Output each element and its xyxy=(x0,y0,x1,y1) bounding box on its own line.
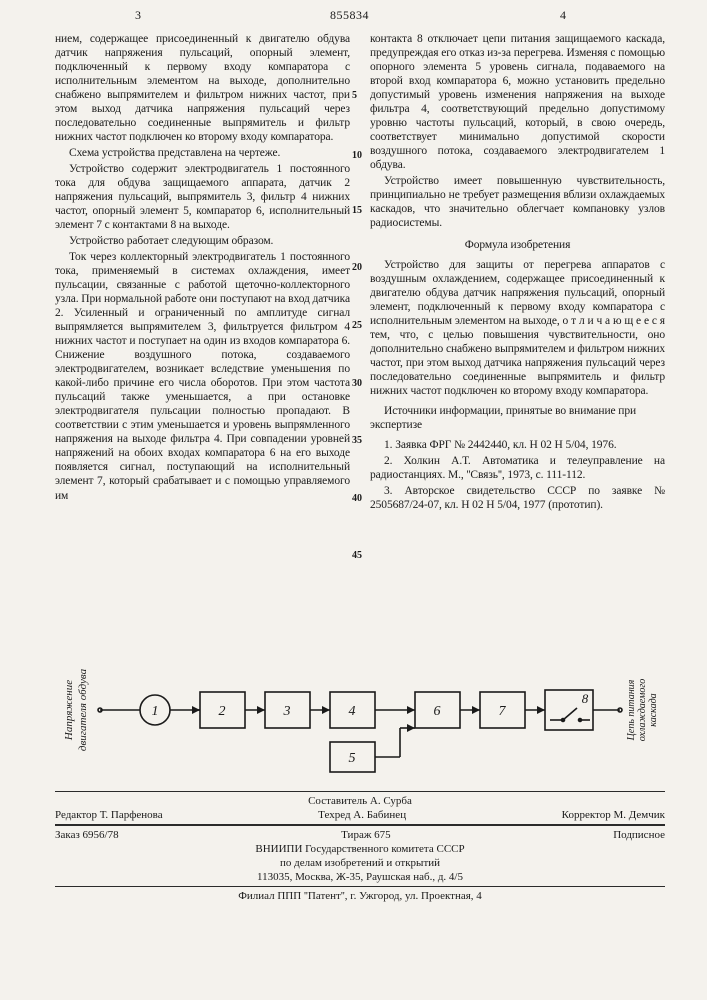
text-columns: нием, содержащее присоединенный к двигат… xyxy=(55,32,665,515)
block-label: 2 xyxy=(219,704,226,719)
block-label: 8 xyxy=(582,691,589,706)
circuit-diagram: 1 2 3 4 6 7 xyxy=(60,660,660,775)
diagram-left-label: двигателя обдува xyxy=(77,668,89,751)
source-item: 1. Заявка ФРГ № 2442440, кл. H 02 H 5/04… xyxy=(370,438,665,452)
footer: Составитель А. Сурба Редактор Т. Парфено… xyxy=(55,788,665,904)
sources-title: Источники информации, принятые во вниман… xyxy=(370,404,665,432)
doc-number: 855834 xyxy=(330,8,369,23)
formula-title: Формула изобретения xyxy=(370,238,665,252)
para: Устройство имеет повышенную чувствительн… xyxy=(370,174,665,230)
diagram-left-label: Напряжение xyxy=(63,680,75,741)
order-num: Заказ 6956/78 xyxy=(55,829,119,841)
diagram-right-label: охлаждаемого xyxy=(637,679,648,742)
para: Ток через коллекторный электродвигатель … xyxy=(55,250,350,502)
source-item: 3. Авторское свидетельство СССР по заявк… xyxy=(370,484,665,512)
block-label: 5 xyxy=(349,751,356,766)
tirage: Тираж 675 xyxy=(341,829,391,841)
para: нием, содержащее присоединенный к двигат… xyxy=(55,32,350,144)
block-label: 1 xyxy=(152,704,159,719)
para: контакта 8 отключает цепи питания защища… xyxy=(370,32,665,172)
page-num-right: 4 xyxy=(560,8,567,23)
para: Устройство содержит электродвигатель 1 п… xyxy=(55,162,350,232)
block-label: 3 xyxy=(283,704,291,719)
branch: Филиал ППП ''Патент'', г. Ужгород, ул. П… xyxy=(55,890,665,902)
techred: Техред А. Бабинец xyxy=(318,809,406,821)
patent-page: 3 855834 4 5 10 15 20 25 30 35 40 45 ние… xyxy=(0,0,707,1000)
publisher: ВНИИПИ Государственного комитета СССР xyxy=(55,843,665,855)
credits-row: Редактор Т. Парфенова Техред А. Бабинец … xyxy=(55,809,665,821)
line-num: 45 xyxy=(352,550,362,561)
diagram-right-label: каскада xyxy=(648,693,659,726)
para: Устройство для защиты от перегрева аппар… xyxy=(370,258,665,398)
corrector: Корректор М. Демчик xyxy=(562,809,665,821)
subscription: Подписное xyxy=(613,829,665,841)
page-num-left: 3 xyxy=(135,8,142,23)
editor: Редактор Т. Парфенова xyxy=(55,809,163,821)
para: Схема устройства представлена на чертеже… xyxy=(55,146,350,160)
block-label: 6 xyxy=(434,704,441,719)
block-label: 4 xyxy=(349,704,356,719)
compiler: Составитель А. Сурба xyxy=(55,795,665,807)
address: 113035, Москва, Ж-35, Раушская наб., д. … xyxy=(55,871,665,883)
publisher-sub: по делам изобретений и открытий xyxy=(55,857,665,869)
column-right: контакта 8 отключает цепи питания защища… xyxy=(370,32,665,515)
para: Устройство работает следующим образом. xyxy=(55,234,350,248)
diagram-right-label: Цепь питания xyxy=(626,679,637,741)
block-label: 7 xyxy=(499,704,507,719)
column-left: нием, содержащее присоединенный к двигат… xyxy=(55,32,350,515)
source-item: 2. Холкин А.Т. Автоматика и телеуправлен… xyxy=(370,454,665,482)
order-row: Заказ 6956/78 Тираж 675 Подписное xyxy=(55,829,665,841)
